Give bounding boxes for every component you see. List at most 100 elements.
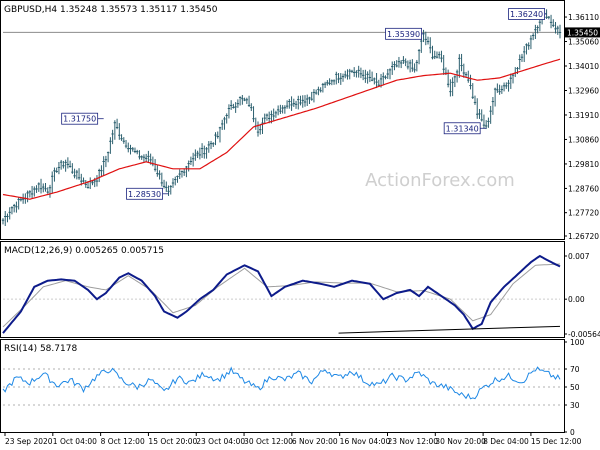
x-tick-label: 6 Nov 20:00 — [292, 437, 338, 446]
price-bar — [198, 147, 202, 160]
price-bar — [471, 83, 474, 99]
price-panel-frame — [0, 0, 565, 240]
price-bar — [507, 79, 510, 92]
price-bar — [245, 97, 249, 104]
price-bar — [48, 184, 52, 198]
price-bar — [426, 36, 430, 45]
price-bar — [549, 14, 553, 29]
price-bar — [527, 42, 530, 50]
price-bar — [232, 103, 235, 109]
price-bar — [453, 75, 457, 88]
rsi-y-tick-label: 70 — [570, 365, 580, 374]
price-bar — [178, 169, 181, 180]
price-bar — [185, 165, 188, 178]
price-bar — [476, 98, 479, 119]
price-bar — [487, 117, 490, 128]
price-bar — [348, 68, 351, 80]
price-bar — [406, 60, 410, 70]
price-bar — [382, 72, 385, 85]
price-bar — [520, 53, 524, 62]
price-bar — [196, 150, 199, 159]
price-bar — [449, 79, 452, 97]
price-bar — [28, 190, 32, 198]
price-bar — [323, 81, 327, 89]
price-bar — [451, 77, 454, 97]
price-bar — [438, 51, 441, 59]
price-bar — [446, 69, 450, 88]
macd-line — [2, 254, 561, 334]
price-bar — [355, 70, 358, 78]
price-bar — [263, 113, 266, 125]
price-bar — [306, 94, 309, 106]
price-bar — [478, 108, 481, 119]
price-annotation: 1.36240 — [508, 8, 547, 20]
rsi-panel-frame — [0, 339, 565, 433]
price-y-tick-label: 1.26720 — [568, 232, 599, 241]
price-bar — [359, 67, 363, 79]
price-bar — [529, 35, 533, 50]
rsi-layer — [2, 366, 561, 406]
price-bar — [250, 103, 253, 112]
price-bar — [71, 163, 74, 174]
price-bar — [377, 79, 381, 87]
price-bar — [46, 187, 49, 194]
price-annotation-label: 1.28530 — [128, 190, 161, 199]
price-bar — [156, 165, 159, 177]
price-bar — [473, 95, 477, 105]
price-bar — [223, 116, 226, 130]
macd-trendline — [338, 325, 561, 334]
price-bar — [59, 159, 63, 170]
price-bar — [187, 160, 190, 172]
price-bar — [272, 108, 275, 122]
price-bar — [104, 155, 108, 168]
watermark: ActionForex.com — [365, 170, 515, 191]
price-bar — [209, 140, 213, 150]
price-bar — [10, 206, 14, 215]
price-bar — [102, 156, 105, 176]
price-bar — [133, 147, 137, 154]
macd-signal-line — [2, 263, 561, 328]
price-bar — [303, 95, 307, 107]
price-bar — [247, 95, 251, 107]
price-annotation-label: 1.31750 — [63, 115, 96, 124]
price-bar — [464, 71, 468, 78]
price-bar — [75, 169, 79, 180]
moving-average-line — [2, 58, 561, 200]
price-bar — [127, 142, 130, 153]
price-bar — [194, 149, 197, 161]
price-bar — [113, 120, 117, 140]
price-bar — [33, 186, 36, 197]
rsi-y-tick-label: 50 — [570, 383, 580, 392]
price-bar — [191, 152, 195, 167]
price-y-tick-label: 1.36110 — [568, 13, 599, 22]
axis-layer: 1.36110 1.35060 1.34010 1.32960 1.31910 1.308… — [4, 13, 600, 446]
price-bar — [12, 203, 16, 213]
price-bar — [165, 181, 168, 192]
price-bar — [180, 170, 184, 178]
price-bar — [399, 60, 403, 69]
price-bar — [388, 68, 392, 80]
price-layer: 1.31750 1.28530 1.35390 1.31340 1.36240 — [1, 8, 562, 227]
price-bar — [417, 49, 421, 65]
price-bar — [77, 168, 81, 180]
price-bar — [350, 69, 354, 73]
macd-y-tick-label: 0.007 — [568, 252, 590, 261]
price-bar — [136, 149, 139, 155]
price-bar — [106, 151, 110, 163]
price-bar — [176, 175, 179, 183]
price-bar — [288, 98, 291, 109]
price-bar — [326, 80, 329, 86]
price-y-tick-label: 1.31910 — [568, 111, 599, 120]
price-bar — [364, 69, 367, 83]
price-bar — [538, 17, 542, 32]
price-bar — [221, 119, 224, 130]
x-tick-label: 8 Oct 12:00 — [101, 437, 145, 446]
price-bar — [408, 59, 412, 73]
price-bar — [480, 109, 483, 122]
price-bar — [51, 171, 54, 194]
price-bar — [496, 83, 499, 93]
price-bar — [556, 25, 559, 35]
price-bar — [523, 46, 526, 63]
price-bar — [238, 96, 242, 106]
price-bar — [162, 179, 166, 189]
